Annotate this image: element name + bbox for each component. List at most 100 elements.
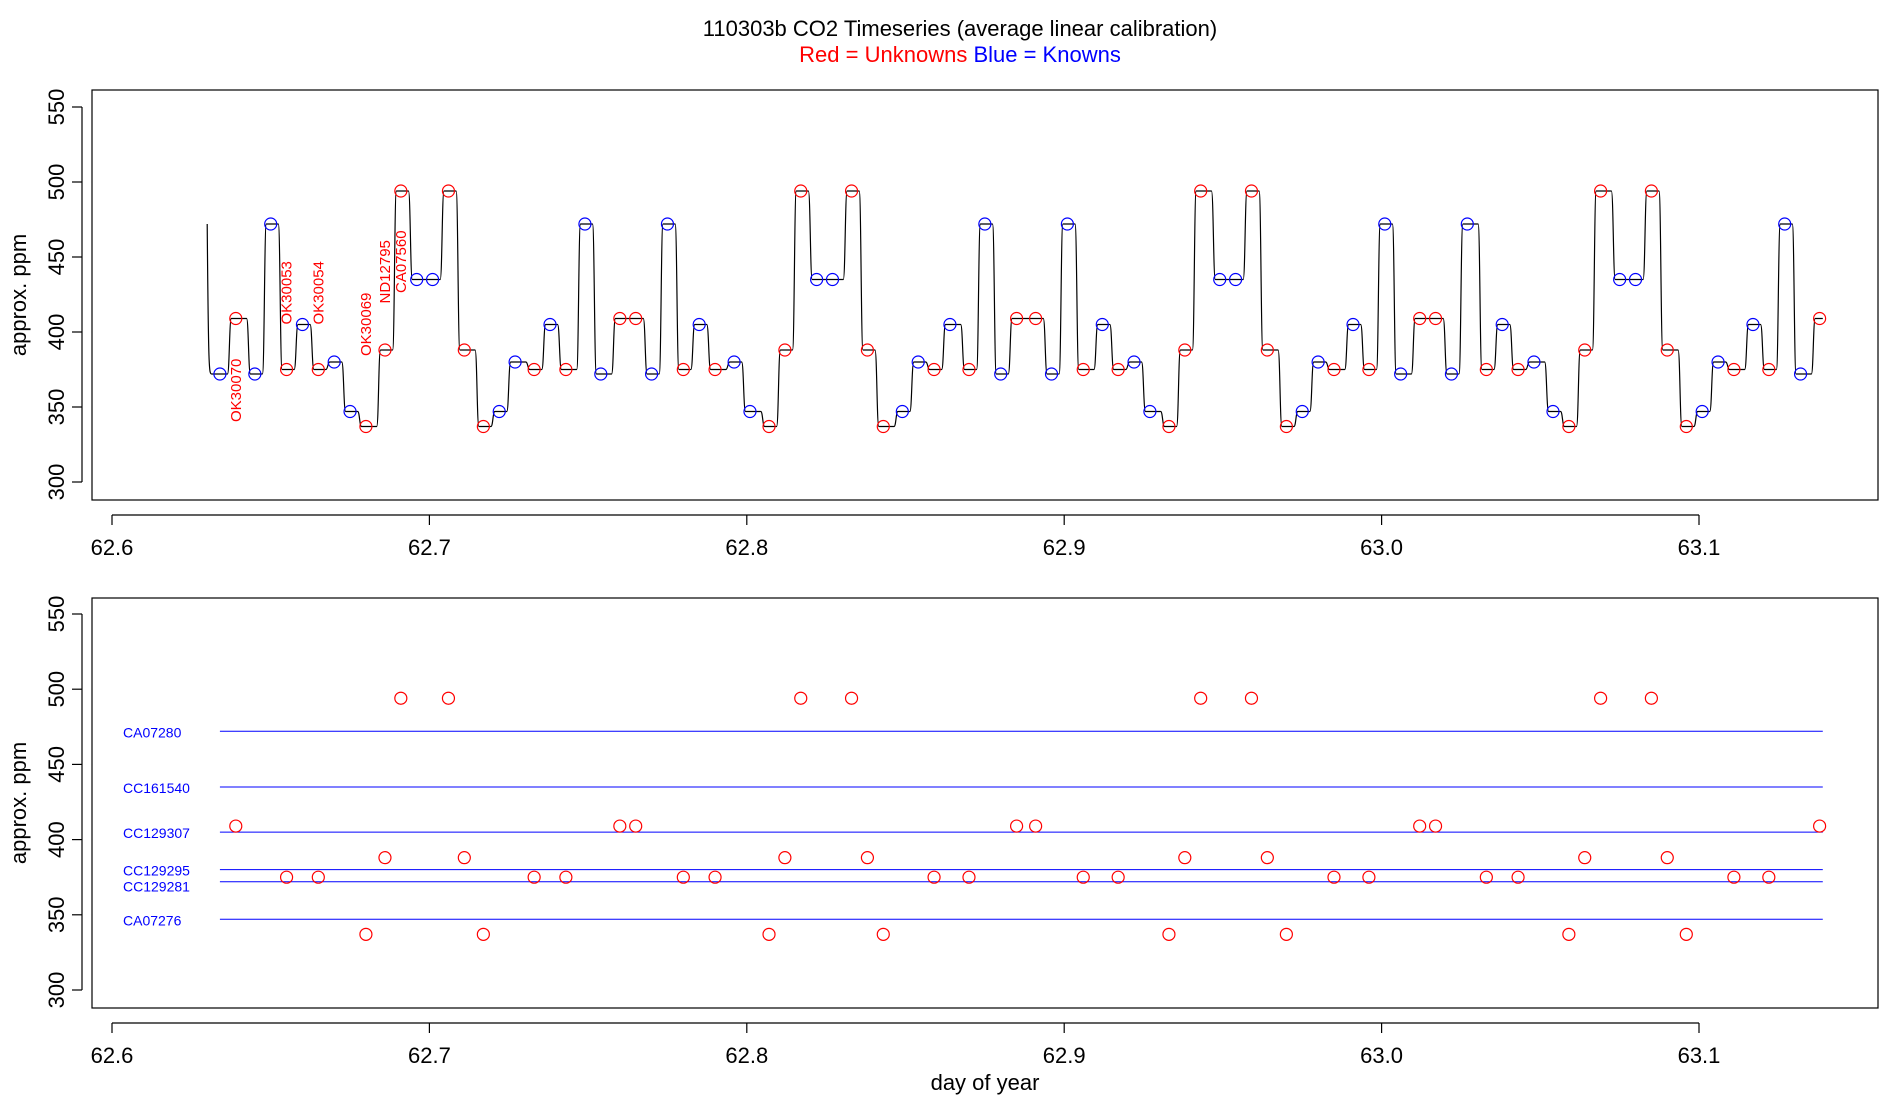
y-tick-label: 550 (44, 596, 69, 633)
unknown-point (1479, 870, 1493, 884)
unknown-point (676, 362, 690, 377)
co2-trace-line (206, 190, 1823, 428)
known-point (895, 404, 909, 419)
unknown-point (457, 343, 471, 357)
unknown-point (1562, 927, 1576, 941)
known-point (594, 367, 608, 381)
known-point (1444, 367, 1459, 381)
y-tick-label: 350 (44, 389, 69, 426)
unknown-point (1194, 691, 1208, 705)
known-point (543, 317, 557, 332)
unknown-point (1511, 362, 1525, 377)
known-point (492, 404, 506, 419)
sample-label: CA07560 (393, 230, 410, 293)
unknown-point (1813, 311, 1827, 326)
unknown-point (1029, 819, 1043, 833)
known-point (692, 317, 706, 332)
reference-label: CC161540 (123, 780, 190, 796)
y-tick-label: 400 (44, 314, 69, 351)
known-point (1695, 404, 1709, 419)
y-tick-label: 500 (44, 164, 69, 201)
unknown-point (1762, 362, 1776, 377)
reference-label: CC129307 (123, 825, 190, 841)
unknown-point (927, 362, 941, 377)
unknown-point (860, 343, 875, 357)
known-point (810, 272, 824, 287)
unknown-point (1362, 870, 1376, 884)
y-tick-label: 550 (44, 89, 69, 126)
unknown-point (378, 343, 392, 357)
unknown-point (1327, 362, 1341, 377)
unknown-point (527, 362, 541, 377)
unknown-point (1260, 851, 1274, 865)
known-point (1346, 317, 1360, 332)
y-axis-label: approx. ppm (6, 742, 31, 864)
unknown-point (559, 362, 573, 377)
unknown-point (762, 419, 776, 434)
unknown-point (676, 870, 690, 884)
y-tick-label: 300 (44, 464, 69, 501)
unknown-point (1327, 870, 1341, 884)
unknown-point (1194, 184, 1208, 198)
unknown-point (279, 870, 294, 884)
unknown-point (860, 851, 875, 865)
known-point (425, 272, 440, 287)
known-point (508, 355, 522, 369)
unknown-point (1660, 851, 1674, 865)
unknown-point (1076, 870, 1090, 884)
known-point (1628, 272, 1643, 287)
unknown-point (844, 184, 859, 198)
known-point (1460, 217, 1474, 231)
known-point (578, 217, 592, 231)
known-point (943, 317, 957, 332)
x-tick-label: 63.0 (1360, 1043, 1403, 1068)
unknown-point (1178, 851, 1192, 865)
chart-subtitle: Red = Unknowns Blue = Knowns (799, 42, 1121, 67)
unknown-point (457, 851, 471, 865)
unknown-point (629, 819, 643, 833)
unknown-point (1111, 870, 1125, 884)
unknown-point (927, 870, 941, 884)
known-point (1044, 367, 1059, 381)
unknown-point (1594, 691, 1608, 705)
unknown-point (778, 851, 792, 865)
sample-label: OK30069 (358, 293, 375, 356)
unknown-point (876, 927, 890, 941)
known-point (994, 367, 1008, 381)
unknown-point (762, 927, 776, 941)
sample-label: OK30053 (279, 261, 296, 324)
unknown-point (527, 870, 541, 884)
known-point (1546, 404, 1560, 419)
unknown-point (394, 184, 408, 198)
unknown-point (311, 870, 325, 884)
unknown-point (1413, 311, 1427, 326)
known-point (1295, 404, 1309, 419)
unknown-point (1762, 870, 1776, 884)
known-point (1711, 355, 1725, 369)
unknown-point (708, 362, 722, 377)
known-point (410, 272, 424, 287)
unknown-point (1279, 419, 1293, 434)
known-point (327, 355, 341, 369)
unknown-point (1029, 311, 1043, 326)
x-tick-label: 62.8 (725, 535, 768, 560)
known-point (1213, 272, 1227, 287)
x-tick-label: 63.0 (1360, 535, 1403, 560)
known-point (1143, 404, 1157, 419)
unknown-point (1162, 927, 1176, 941)
known-point (1746, 317, 1760, 332)
unknown-point (1244, 691, 1259, 705)
unknown-point (279, 362, 294, 377)
unknown-point (378, 851, 392, 865)
x-tick-label: 62.6 (91, 535, 134, 560)
unknown-point (876, 419, 890, 434)
known-point (825, 272, 840, 287)
known-point (911, 355, 925, 369)
unknown-point (1594, 184, 1608, 198)
known-point (248, 367, 262, 381)
unknown-point (311, 362, 325, 377)
unknown-point (1009, 311, 1024, 326)
unknown-point (1428, 819, 1443, 833)
unknown-point (1511, 870, 1525, 884)
